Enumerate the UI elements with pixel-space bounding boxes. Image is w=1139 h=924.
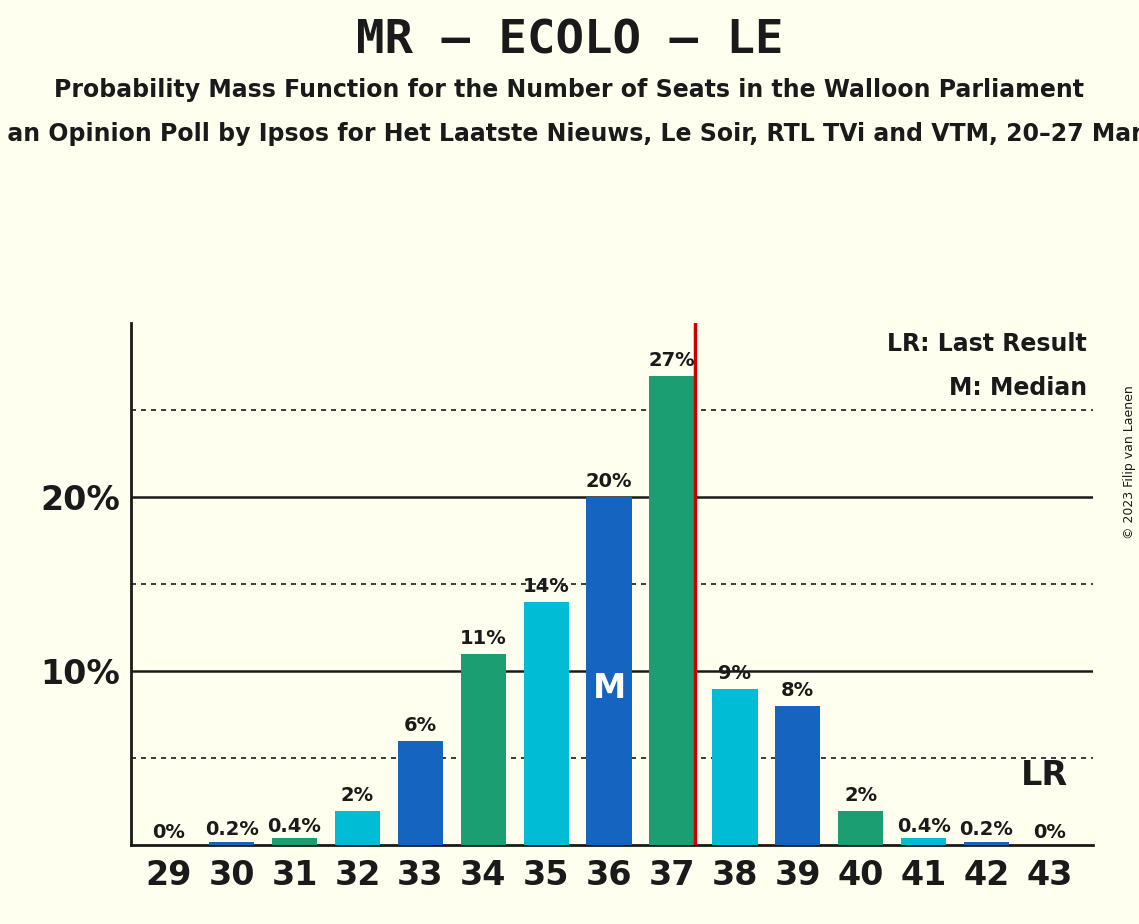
Text: 2%: 2% — [341, 785, 374, 805]
Bar — [712, 689, 757, 845]
Bar — [901, 838, 947, 845]
Text: Probability Mass Function for the Number of Seats in the Walloon Parliament: Probability Mass Function for the Number… — [55, 78, 1084, 102]
Text: 9%: 9% — [719, 663, 752, 683]
Text: 11%: 11% — [460, 629, 507, 648]
Text: LR: LR — [1022, 760, 1068, 793]
Text: on an Opinion Poll by Ipsos for Het Laatste Nieuws, Le Soir, RTL TVi and VTM, 20: on an Opinion Poll by Ipsos for Het Laat… — [0, 122, 1139, 146]
Text: 0.4%: 0.4% — [268, 817, 321, 836]
Bar — [964, 842, 1009, 845]
Bar — [460, 654, 506, 845]
Text: MR – ECOLO – LE: MR – ECOLO – LE — [355, 18, 784, 64]
Bar — [838, 810, 884, 845]
Bar — [272, 838, 317, 845]
Text: 2%: 2% — [844, 785, 877, 805]
Text: 0.2%: 0.2% — [959, 821, 1014, 839]
Bar — [208, 842, 254, 845]
Text: 14%: 14% — [523, 577, 570, 596]
Bar — [587, 497, 632, 845]
Text: M: M — [592, 673, 625, 705]
Bar — [649, 376, 695, 845]
Text: 27%: 27% — [648, 350, 695, 370]
Bar — [398, 741, 443, 845]
Text: © 2023 Filip van Laenen: © 2023 Filip van Laenen — [1123, 385, 1137, 539]
Text: 8%: 8% — [781, 681, 814, 700]
Text: M: Median: M: Median — [949, 376, 1087, 399]
Bar — [335, 810, 380, 845]
Text: 0%: 0% — [1033, 823, 1066, 842]
Text: 0%: 0% — [153, 823, 186, 842]
Text: 0.2%: 0.2% — [205, 821, 259, 839]
Bar — [776, 706, 820, 845]
Bar — [524, 602, 568, 845]
Text: 20%: 20% — [585, 472, 632, 492]
Text: 0.4%: 0.4% — [896, 817, 951, 836]
Text: LR: Last Result: LR: Last Result — [887, 332, 1087, 356]
Text: 6%: 6% — [404, 716, 437, 735]
